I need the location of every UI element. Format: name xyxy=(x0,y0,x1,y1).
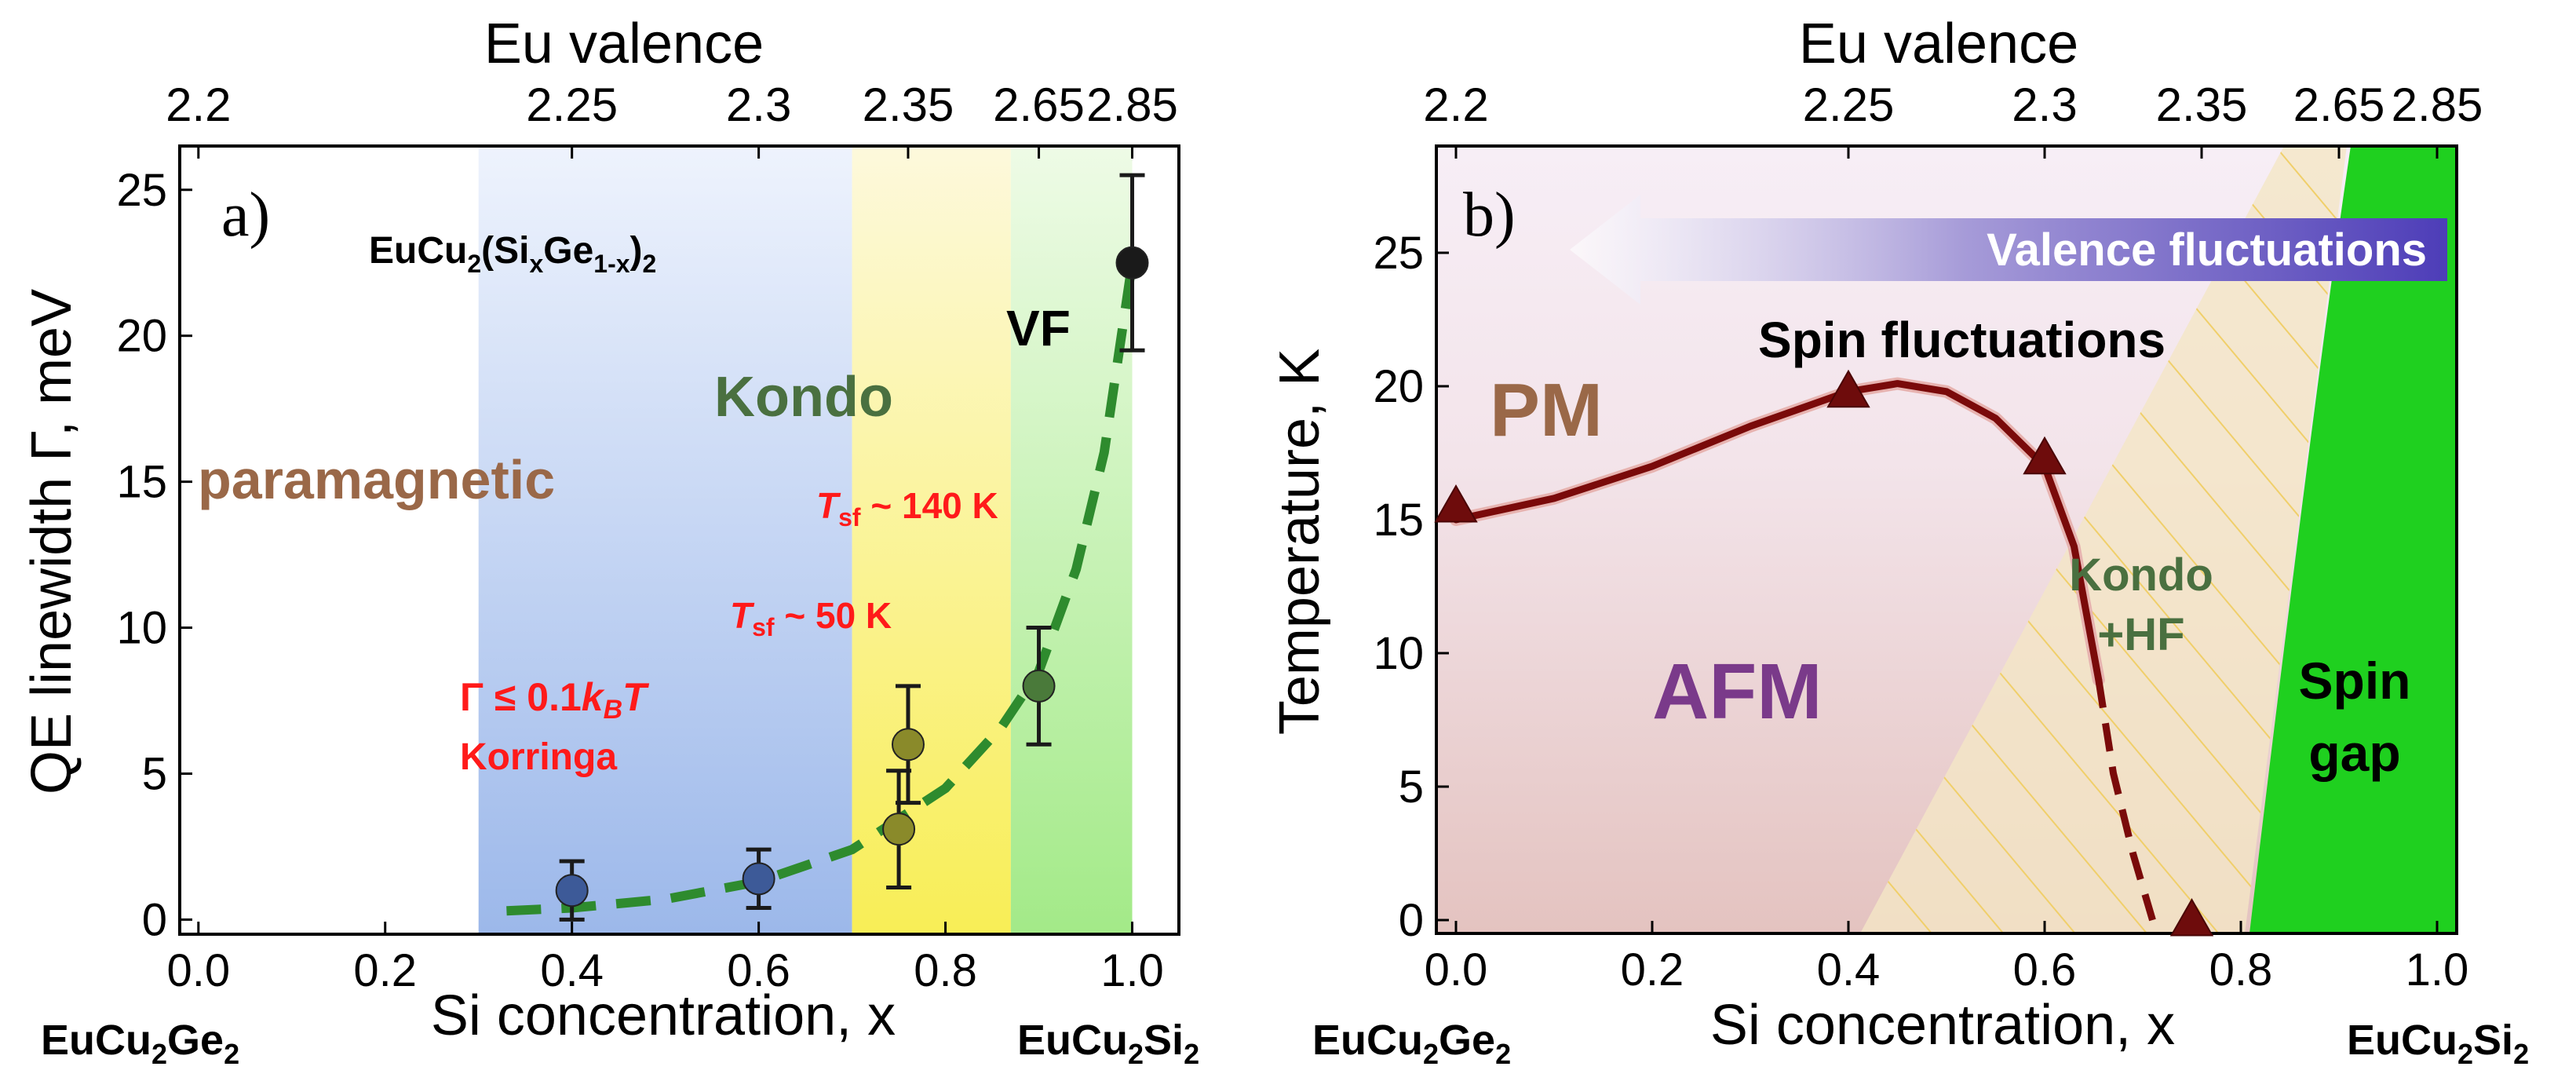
annotation-kondo: Kondo xyxy=(714,366,893,429)
data-point xyxy=(891,728,925,761)
shaded-region xyxy=(852,146,1011,934)
panel-b-y-tick-label: 20 xyxy=(1373,361,1424,412)
panel-b-x-tick-label: 0.6 xyxy=(2013,944,2077,995)
panel-b-x-axis-title: Si concentration, x xyxy=(1710,994,2175,1057)
panel-a-x-tick-label: 0.6 xyxy=(727,945,790,996)
panel-a-y-tick-label: 15 xyxy=(116,457,167,508)
neel-curve-dashed xyxy=(2095,679,2156,922)
panel-b-x-tick-label: 0.2 xyxy=(1621,944,1684,995)
annotation-pm: PM xyxy=(1490,368,1603,452)
panel-a-y-tick-label: 0 xyxy=(142,894,167,945)
panel-b-top-axis-title: Eu valence xyxy=(1799,13,2078,75)
panel-b-y-tick-label: 5 xyxy=(1399,761,1424,813)
panel-a-x-axis-title: Si concentration, x xyxy=(431,984,896,1047)
panel-b-x-tick-label: 1.0 xyxy=(2406,944,2469,995)
panel-b-top-tick-label: 2.65 xyxy=(2293,79,2385,131)
panel-a-ticks: 0.0 0.2 0.4 0.6 0.8 1.0 0 5 10 15 20 25 2.2 2.25 2.3 2.… xyxy=(116,79,1177,996)
panel-b-top-tick-label: 2.85 xyxy=(2392,79,2483,131)
panel-b-right-compound: EuCu2Si2 xyxy=(2347,1017,2529,1070)
panel-a-x-tick-label: 0.0 xyxy=(166,945,230,996)
panel-a-frame xyxy=(178,144,1180,936)
annotation-tsf-50: Tsf ~ 50 K xyxy=(730,595,892,641)
annotation-vf: VF xyxy=(1006,300,1071,356)
panel-a-right-compound: EuCu2Si2 xyxy=(1017,1017,1199,1070)
annotation-gamma-bound: Γ ≤ 0.1kBT xyxy=(460,675,650,725)
panel-a-x-tick-label: 0.2 xyxy=(353,945,417,996)
annotation-gap: gap xyxy=(2308,724,2400,782)
panel-b-x-tick-label: 0.4 xyxy=(1817,944,1881,995)
data-point xyxy=(882,813,916,846)
panel-a-x-tick-label: 1.0 xyxy=(1100,945,1164,996)
panel-a-regions xyxy=(478,146,1133,934)
neel-curve-line xyxy=(1452,380,2103,684)
data-point xyxy=(742,862,775,896)
triangle-marker xyxy=(2169,897,2214,937)
panel-a-data-points xyxy=(555,173,1149,922)
panel-a-x-tick-label: 0.8 xyxy=(914,945,977,996)
panel-b-frame xyxy=(1435,144,2458,935)
panel-a-left-compound: EuCu2Ge2 xyxy=(41,1017,239,1070)
panel-b: 0.0 0.2 0.4 0.6 0.8 1.0 0 5 10 15 20 25 2.2 2.25 2.3 2.… xyxy=(1268,13,2529,1070)
panel-b-top-tick-label: 2.3 xyxy=(2012,79,2077,131)
panel-b-y-axis-title: Temperature, K xyxy=(1268,349,1331,735)
panel-b-y-tick-label: 25 xyxy=(1373,228,1424,279)
panel-a-top-axis-title: Eu valence xyxy=(484,13,764,75)
panel-a-top-tick-label: 2.35 xyxy=(863,79,954,131)
panel-b-y-tick-label: 15 xyxy=(1373,495,1424,546)
panel-b-regions xyxy=(1436,146,2457,933)
panel-a: 0.0 0.2 0.4 0.6 0.8 1.0 0 5 10 15 20 25 2.2 2.25 2.3 2.… xyxy=(20,13,1199,1070)
panel-b-top-tick-label: 2.2 xyxy=(1423,79,1488,131)
shaded-region xyxy=(1010,146,1133,934)
annotation-kondo-b: Kondo xyxy=(2069,550,2213,601)
fit-curve-line xyxy=(506,261,1137,916)
region-hatch xyxy=(1860,146,2347,933)
panel-b-left-compound: EuCu2Ge2 xyxy=(1312,1017,1511,1070)
panel-a-compound-title: EuCu2(SixGe1-x)2 xyxy=(369,230,656,278)
data-point xyxy=(1022,669,1056,703)
data-point xyxy=(1115,246,1149,279)
triangle-marker xyxy=(2023,436,2067,475)
annotation-tsf-140: Tsf ~ 140 K xyxy=(816,485,998,531)
panel-b-ticks: 0.0 0.2 0.4 0.6 0.8 1.0 0 5 10 15 20 25 2.2 2.25 2.3 2.… xyxy=(1373,79,2483,995)
shaded-region xyxy=(478,146,852,934)
panel-a-y-tick-label: 20 xyxy=(116,311,167,362)
panel-a-top-tick-label: 2.85 xyxy=(1086,79,1178,131)
panel-a-top-tick-label: 2.3 xyxy=(726,79,791,131)
panel-a-top-tick-label: 2.2 xyxy=(166,79,231,131)
panel-a-y-axis-title: QE linewidth Γ, meV xyxy=(20,289,83,794)
panel-b-top-tick-label: 2.35 xyxy=(2156,79,2248,131)
annotation-afm: AFM xyxy=(1652,648,1823,736)
panel-a-label: a) xyxy=(221,181,270,250)
panel-a-top-tick-label: 2.65 xyxy=(993,79,1085,131)
annotation-korringa: Korringa xyxy=(460,736,617,778)
triangle-marker xyxy=(1434,484,1478,523)
annotation-paramagnetic: paramagnetic xyxy=(198,449,555,510)
data-point xyxy=(555,874,589,908)
panel-a-y-tick-label: 25 xyxy=(116,165,167,216)
triangle-marker xyxy=(1826,369,1870,408)
panel-a-x-tick-label: 0.4 xyxy=(540,945,604,996)
panel-b-y-tick-label: 0 xyxy=(1399,895,1424,946)
valence-fluctuations-arrow xyxy=(1570,195,2447,305)
annotation-spin-fluctuations: Spin fluctuations xyxy=(1758,312,2166,368)
panel-a-y-tick-label: 10 xyxy=(116,603,167,654)
annotation-valence-fluctuations: Valence fluctuations xyxy=(1987,225,2427,276)
annotation-spin: Spin xyxy=(2299,652,2411,710)
annotation-hf: +HF xyxy=(2097,609,2184,660)
region-spin-gap xyxy=(2249,146,2457,933)
panel-b-neel-curve xyxy=(1450,377,2156,922)
panel-b-x-tick-label: 0.0 xyxy=(1425,944,1488,995)
panel-b-x-tick-label: 0.8 xyxy=(2209,944,2273,995)
panel-b-markers xyxy=(1434,369,2214,937)
panel-a-fit-curve xyxy=(506,261,1137,916)
panel-b-y-tick-label: 10 xyxy=(1373,628,1424,679)
panel-b-top-tick-label: 2.25 xyxy=(1803,79,1895,131)
panel-a-top-tick-label: 2.25 xyxy=(526,79,618,131)
panel-a-y-tick-label: 5 xyxy=(142,748,167,799)
panel-b-label: b) xyxy=(1463,181,1516,250)
